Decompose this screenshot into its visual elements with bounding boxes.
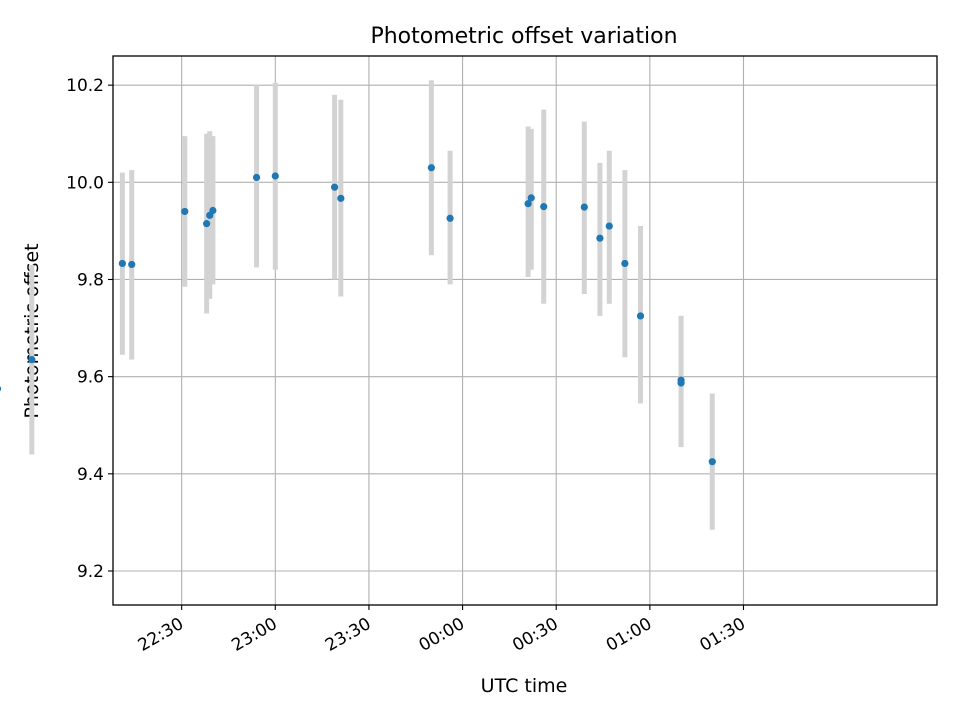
data-point (331, 183, 339, 191)
data-point (677, 379, 685, 387)
data-point (0, 386, 2, 392)
grid-layer (113, 56, 937, 605)
x-tick-label: 01:30 (697, 614, 749, 656)
data-point (252, 173, 261, 182)
y-tick-label: 9.2 (77, 562, 104, 582)
x-tick-label: 23:00 (228, 614, 280, 656)
data-point (524, 200, 532, 208)
data-point (203, 220, 211, 228)
y-tick-label: 10.0 (66, 173, 104, 193)
y-tick-label: 9.8 (77, 270, 104, 290)
data-point (621, 259, 629, 268)
point-layer (0, 164, 716, 466)
data-point (708, 458, 716, 466)
errorbar-layer (0, 80, 715, 530)
data-point (605, 222, 613, 230)
data-point (209, 206, 217, 215)
data-point (181, 207, 189, 216)
y-tick-label: 9.6 (77, 368, 104, 388)
data-point (427, 164, 435, 172)
data-point (596, 234, 604, 242)
data-point (636, 312, 645, 320)
y-tick-label: 10.2 (66, 76, 104, 96)
tick-layer: 22:30 23:00 23:30 00:00 00:30 01:00 01:30 9.2 9.… (66, 76, 749, 656)
data-point (337, 194, 345, 202)
x-axis-label: UTC time (481, 675, 568, 697)
x-tick-label: 01:00 (603, 614, 655, 656)
data-point (446, 214, 454, 222)
data-point (540, 203, 548, 211)
x-tick-label: 00:00 (416, 614, 468, 656)
data-point (271, 172, 279, 180)
chart-title: Photometric offset variation (370, 24, 677, 49)
plot-frame (112, 55, 938, 606)
y-tick-label: 9.4 (77, 465, 104, 485)
data-point (118, 259, 126, 268)
x-tick-label: 22:30 (135, 614, 187, 656)
data-point (527, 194, 535, 202)
x-tick-label: 00:30 (509, 614, 561, 656)
data-point (28, 356, 36, 364)
x-tick-label: 23:30 (322, 614, 374, 656)
data-point (128, 260, 136, 269)
data-point (580, 203, 588, 211)
